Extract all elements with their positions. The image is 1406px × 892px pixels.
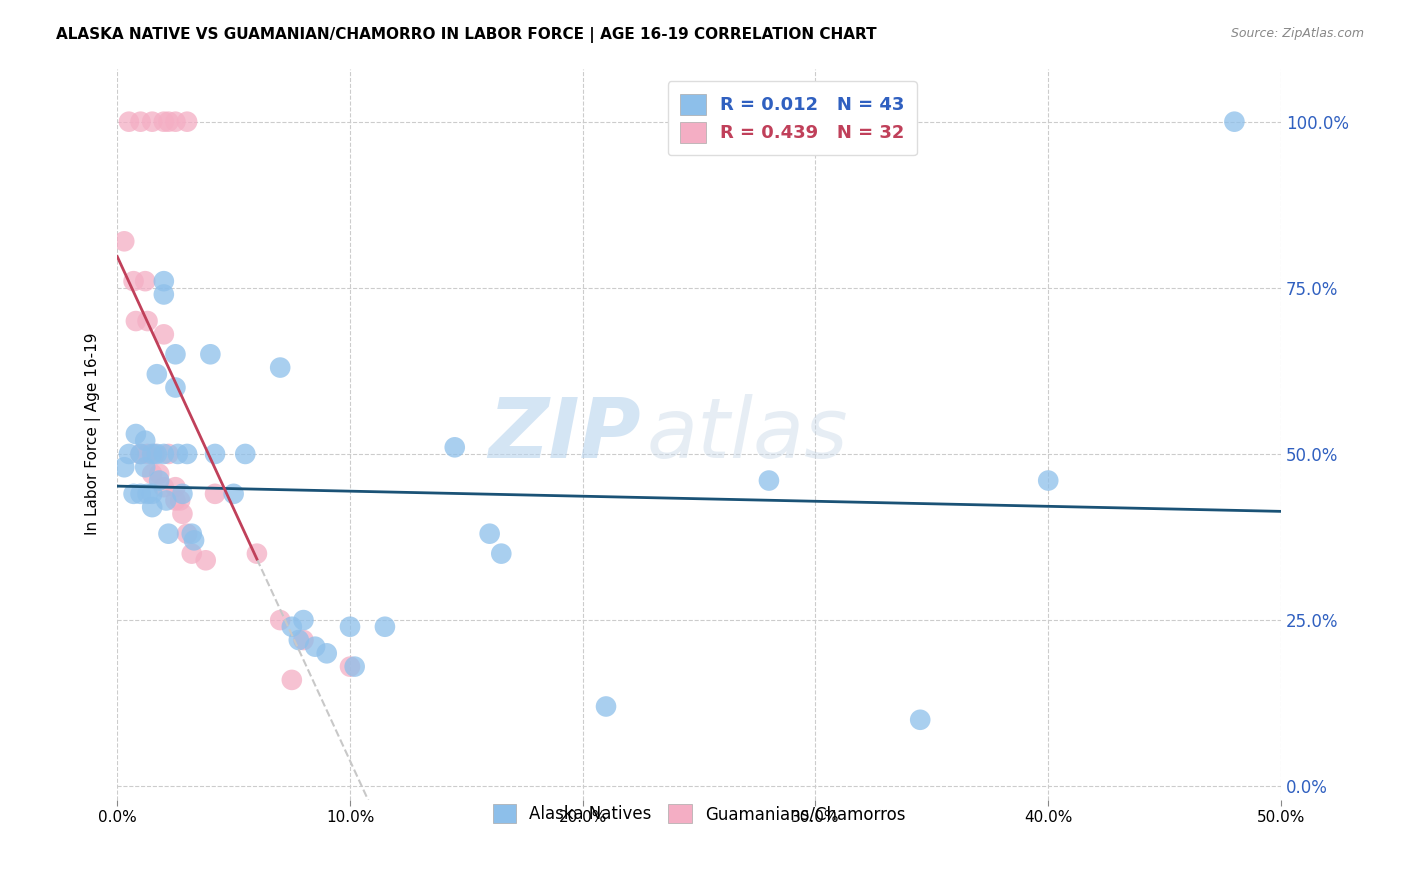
Point [148,474,170,488]
Point [136,447,159,461]
Point [143,447,166,461]
Text: atlas: atlas [647,393,848,475]
Point [443,440,465,454]
Point [204,487,226,501]
Point [141,500,163,515]
Point [129,447,152,461]
Point [157,114,180,128]
Point [1223,114,1246,128]
Point [165,347,187,361]
Legend: Alaska Natives, Guamanians/Chamorros: Alaska Natives, Guamanians/Chamorros [481,792,917,835]
Point [169,493,191,508]
Point [141,467,163,481]
Point [339,659,361,673]
Point [343,659,366,673]
Point [153,480,176,494]
Point [292,633,315,648]
Point [153,327,176,342]
Point [176,447,198,461]
Point [153,287,176,301]
Point [125,427,148,442]
Point [176,526,198,541]
Point [204,447,226,461]
Point [141,114,163,128]
Point [125,314,148,328]
Point [136,314,159,328]
Point [315,646,337,660]
Point [136,487,159,501]
Point [374,620,396,634]
Point [176,114,198,128]
Point [118,114,141,128]
Point [146,447,169,461]
Point [172,507,194,521]
Point [339,620,361,634]
Point [183,533,205,548]
Point [233,447,256,461]
Point [129,114,152,128]
Point [304,640,326,654]
Point [112,460,135,475]
Point [157,526,180,541]
Point [222,487,245,501]
Text: ZIP: ZIP [488,393,641,475]
Point [129,447,152,461]
Point [141,447,163,461]
Y-axis label: In Labor Force | Age 16-19: In Labor Force | Age 16-19 [86,333,101,535]
Point [112,235,135,249]
Point [269,613,291,627]
Point [134,274,156,288]
Point [118,447,141,461]
Point [134,434,156,448]
Point [180,526,202,541]
Point [908,713,931,727]
Point [491,547,513,561]
Point [1038,474,1060,488]
Point [292,613,315,627]
Point [165,380,187,394]
Point [155,493,177,508]
Point [595,699,617,714]
Point [129,487,152,501]
Point [157,447,180,461]
Point [153,114,176,128]
Point [478,526,501,541]
Point [146,368,169,382]
Point [200,347,222,361]
Point [153,447,176,461]
Point [246,547,269,561]
Point [172,487,194,501]
Text: ALASKA NATIVE VS GUAMANIAN/CHAMORRO IN LABOR FORCE | AGE 16-19 CORRELATION CHART: ALASKA NATIVE VS GUAMANIAN/CHAMORRO IN L… [56,27,877,43]
Point [122,274,145,288]
Point [134,460,156,475]
Point [281,673,304,687]
Point [153,274,176,288]
Text: Source: ZipAtlas.com: Source: ZipAtlas.com [1230,27,1364,40]
Point [166,447,188,461]
Point [122,487,145,501]
Point [165,480,187,494]
Point [194,553,217,567]
Point [180,547,202,561]
Point [148,467,170,481]
Point [288,633,311,648]
Point [165,114,187,128]
Point [281,620,304,634]
Point [269,360,291,375]
Point [758,474,780,488]
Point [165,493,187,508]
Point [141,487,163,501]
